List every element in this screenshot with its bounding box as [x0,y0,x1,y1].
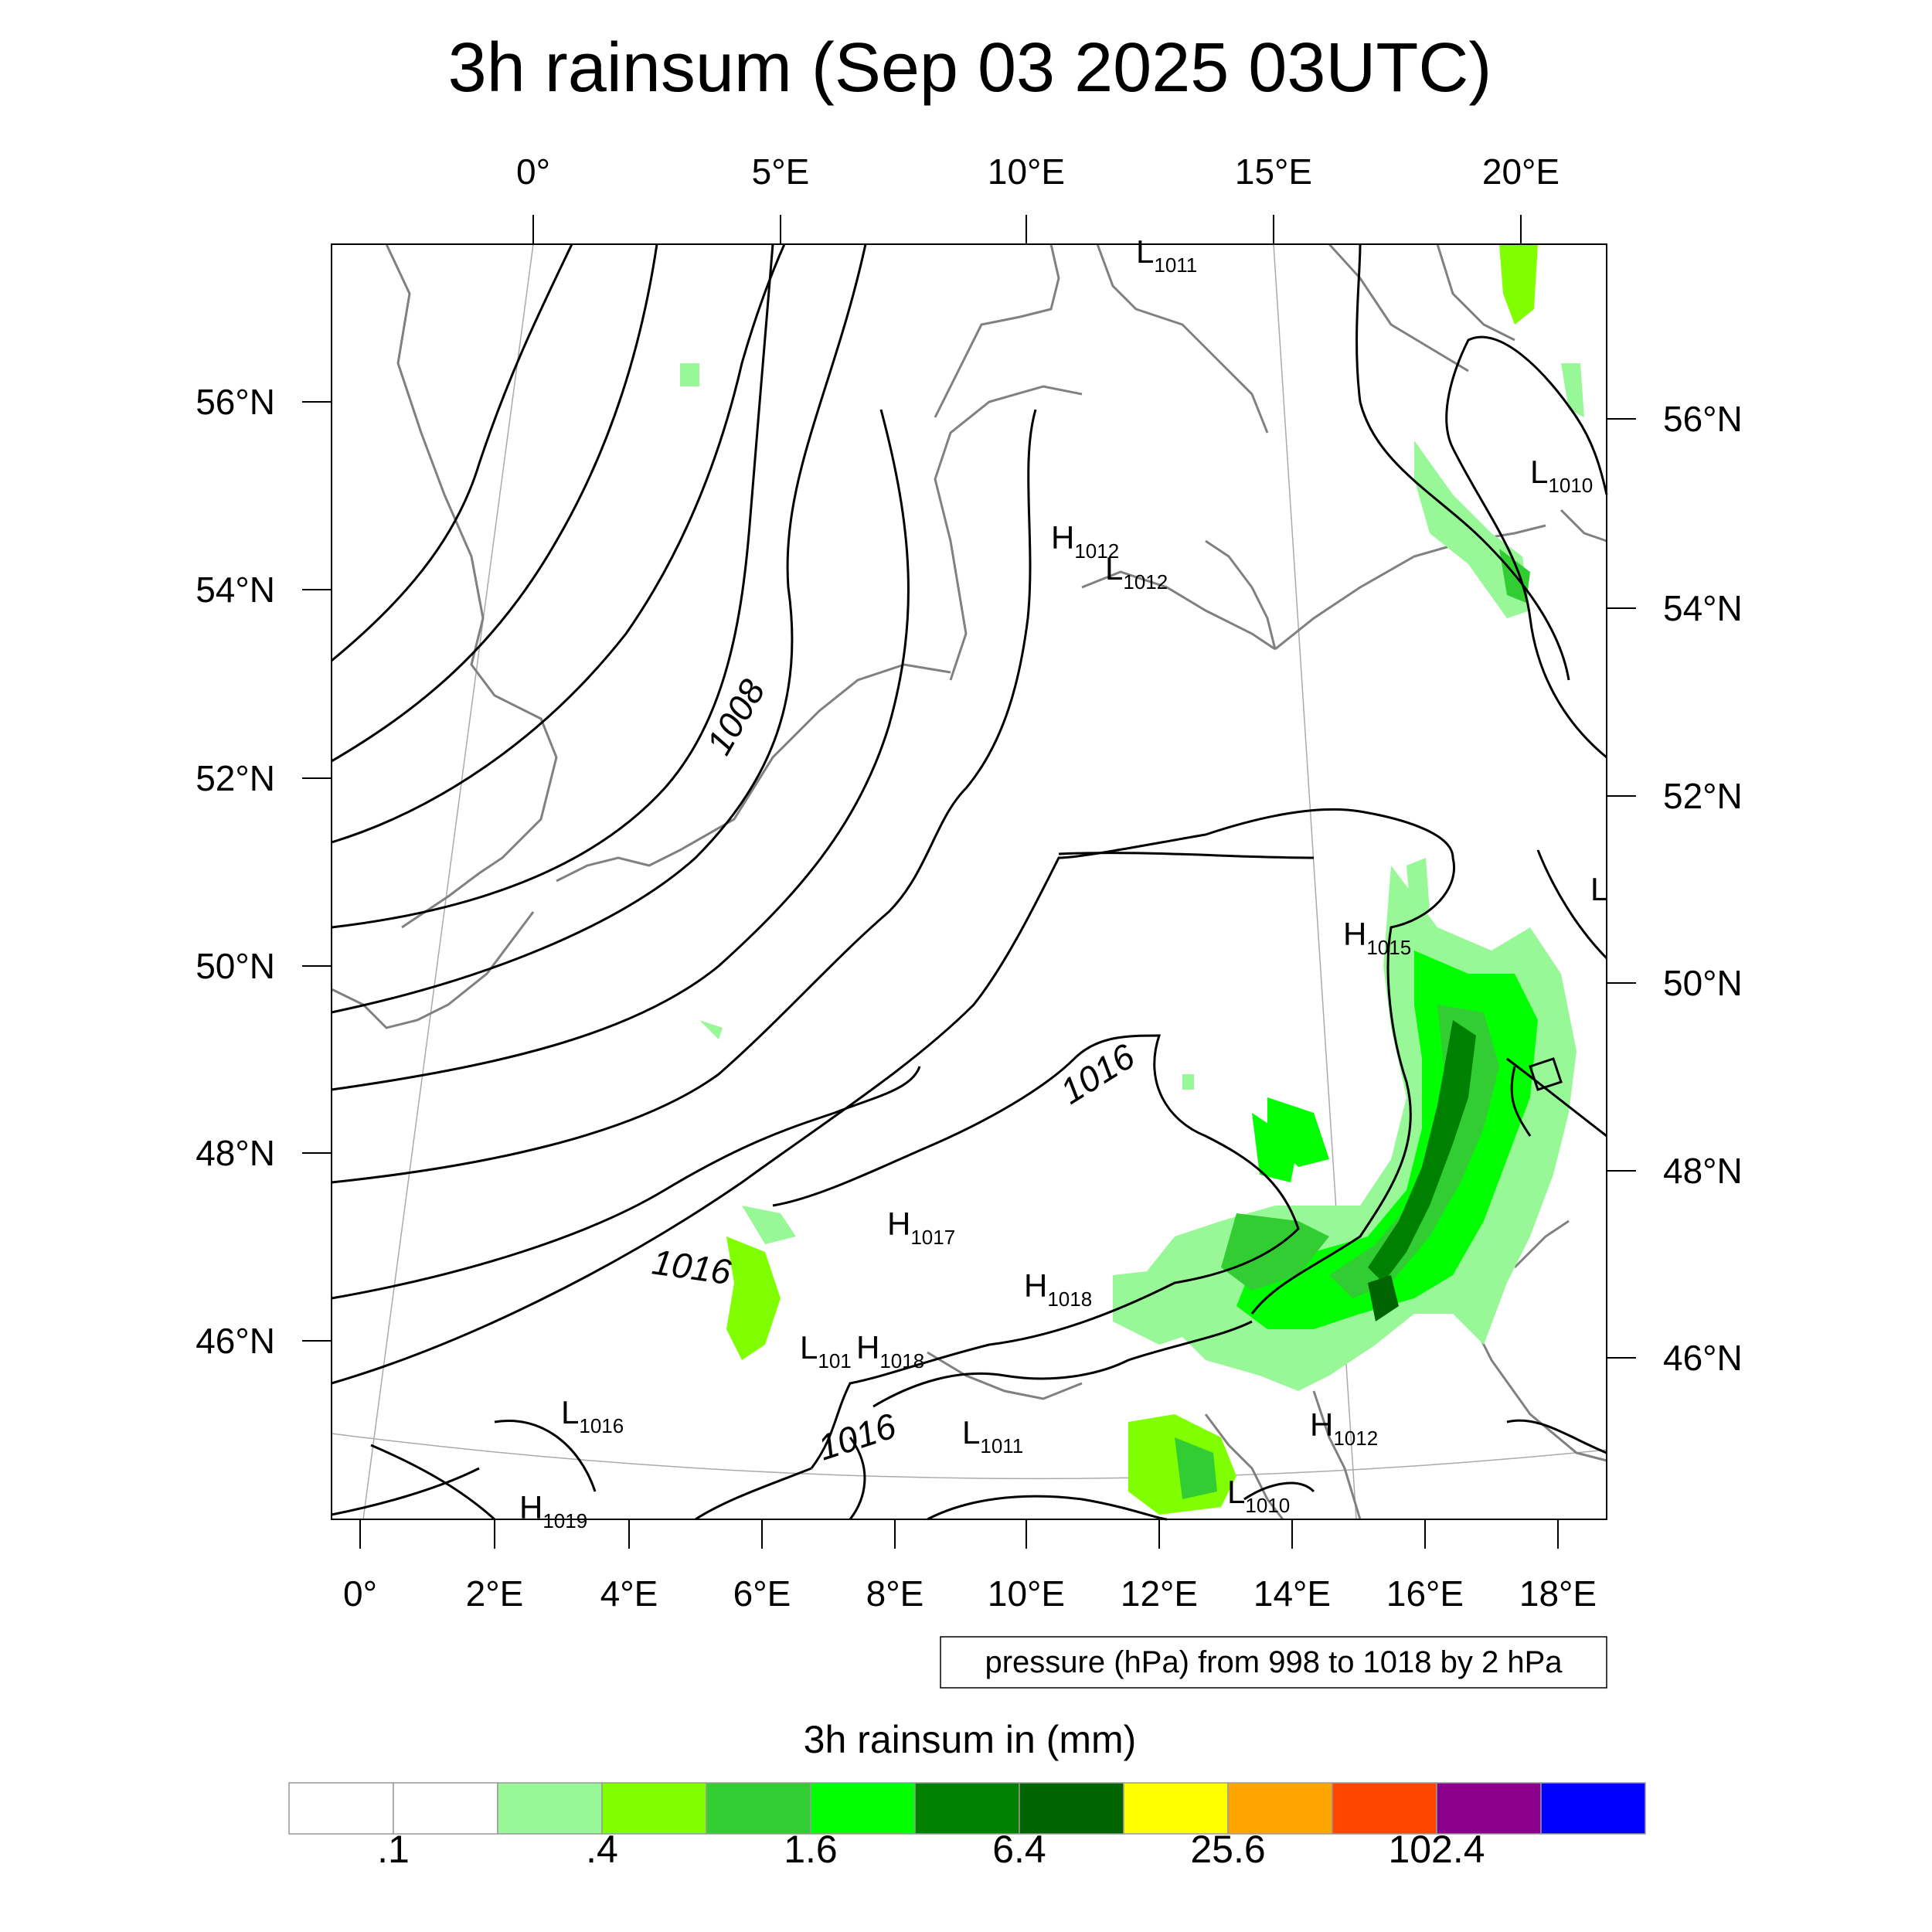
bottom-lon-label: 6°E [733,1573,791,1614]
left-lat-label: 50°N [196,946,275,986]
colorbar-swatch [288,1782,394,1835]
colorbar-swatch [497,1782,603,1835]
high-1018-b: H1018 [856,1329,924,1372]
left-latitude-axis [302,401,332,1342]
left-lat-label: 48°N [196,1133,275,1173]
colorbar-swatch [1436,1782,1542,1835]
colorbar-swatch [393,1782,498,1835]
colorbar-label: 6.4 [992,1828,1046,1871]
top-lon-label: 0° [516,151,550,192]
low-1016: L1016 [561,1394,624,1437]
high-1012-se: H1012 [1310,1406,1378,1450]
bottom-lon-label: 10°E [988,1573,1065,1614]
bottom-lon-label: 4°E [600,1573,658,1614]
map-plot-area: 1008 1016 1016 1016 L1011 L1010 H1012 L1… [331,233,1608,1532]
bottom-lon-label: 14°E [1253,1573,1331,1614]
top-longitude-axis [532,215,1522,244]
top-lon-label: 5°E [752,151,810,192]
colorbar-swatch [1019,1782,1124,1835]
colorbar-label: 1.6 [784,1828,838,1871]
low-1010-ne: L1010 [1530,454,1593,497]
colorbar-swatch [1540,1782,1646,1835]
colorbar-label: .4 [586,1828,618,1871]
rain-area-main-heavy [1368,1020,1476,1283]
low-1010-se: L1010 [1227,1474,1290,1517]
rain-area-sw [1113,1267,1221,1345]
right-lat-label: 46°N [1663,1338,1743,1378]
high-1017: H1017 [887,1206,955,1249]
low-1011-top: L1011 [1136,233,1197,277]
high-1012-dk: H1012 [1051,519,1119,563]
rain-area-se-core [1175,1437,1217,1499]
right-lat-label: 54°N [1663,588,1743,628]
colorbar-swatch [810,1782,916,1835]
bottom-lon-label: 12°E [1121,1573,1198,1614]
pressure-centers: L1011 L1010 H1012 L1012 L H1015 H1017 H1… [519,233,1608,1532]
low-edge: L [1590,871,1608,907]
left-lat-label: 56°N [196,382,275,422]
bottom-longitude-labels: 0° 2°E 4°E 6°E 8°E 10°E 12°E 14°E 16°E 1… [343,1573,1597,1614]
coastlines [331,243,1607,1520]
rain-area-small-4 [1182,1074,1194,1090]
colorbar-swatch [914,1782,1020,1835]
right-latitude-axis [1607,418,1636,1359]
rain-area-small-1 [680,363,699,386]
rain-area-mid [1267,1097,1329,1167]
left-lat-label: 46°N [196,1321,275,1361]
right-lat-label: 50°N [1663,963,1743,1003]
top-lon-label: 20°E [1482,151,1560,192]
colorbar-swatch [706,1782,811,1835]
rain-area-west-alps [726,1236,781,1360]
contour-info-box: pressure (hPa) from 998 to 1018 by 2 hPa [940,1636,1607,1689]
colorbar-swatch [601,1782,707,1835]
colorbar-title: 3h rainsum in (mm) [804,1718,1137,1761]
high-1015: H1015 [1343,916,1411,959]
right-lat-label: 52°N [1663,776,1743,816]
rain-area-main-peak [1368,1275,1399,1321]
bottom-lon-label: 8°E [866,1573,924,1614]
bottom-lon-label: 0° [343,1573,377,1614]
left-latitude-labels: 56°N 54°N 52°N 50°N 48°N 46°N [196,382,275,1361]
rain-area-central-2 [1252,1113,1298,1182]
colorbar-swatch [1123,1782,1229,1835]
rain-area-west-alps-2 [742,1206,796,1244]
right-latitude-labels: 56°N 54°N 52°N 50°N 48°N 46°N [1663,399,1743,1378]
colorbar-swatch [1227,1782,1333,1835]
contour-info-text: pressure (hPa) from 998 to 1018 by 2 hPa [985,1645,1563,1679]
rain-area-ne [1499,244,1538,325]
right-lat-label: 48°N [1663,1151,1743,1191]
rain-area-central [1221,1213,1329,1291]
top-lon-label: 15°E [1235,151,1312,192]
high-1018-a: H1018 [1024,1267,1092,1311]
top-lon-label: 10°E [988,151,1065,192]
colorbar [288,1782,1646,1835]
colorbar-label: 102.4 [1388,1828,1485,1871]
low-1011-alps: L1011 [962,1414,1023,1458]
right-lat-label: 56°N [1663,399,1743,439]
rain-area-small-2 [699,1020,723,1039]
left-lat-label: 54°N [196,570,275,610]
colorbar-label: .1 [377,1828,410,1871]
rain-area-small-3 [1406,858,1430,912]
plot-border [331,243,1607,1520]
left-lat-label: 52°N [196,758,275,798]
map-title: 3h rainsum (Sep 03 2025 03UTC) [448,29,1492,107]
bottom-lon-label: 18°E [1519,1573,1597,1614]
low-101: L101 [800,1329,852,1372]
colorbar-labels: .1 .4 1.6 6.4 25.6 102.4 [377,1828,1485,1871]
top-longitude-labels: 0° 5°E 10°E 15°E 20°E [516,151,1560,192]
bottom-longitude-axis [359,1519,1559,1549]
bottom-lon-label: 2°E [466,1573,524,1614]
rain-area-ne-2 [1561,363,1584,417]
colorbar-label: 25.6 [1190,1828,1265,1871]
low-1012-dk: L1012 [1105,550,1168,594]
isobars [331,243,1608,1521]
colorbar-swatch [1332,1782,1437,1835]
bottom-lon-label: 16°E [1386,1573,1464,1614]
